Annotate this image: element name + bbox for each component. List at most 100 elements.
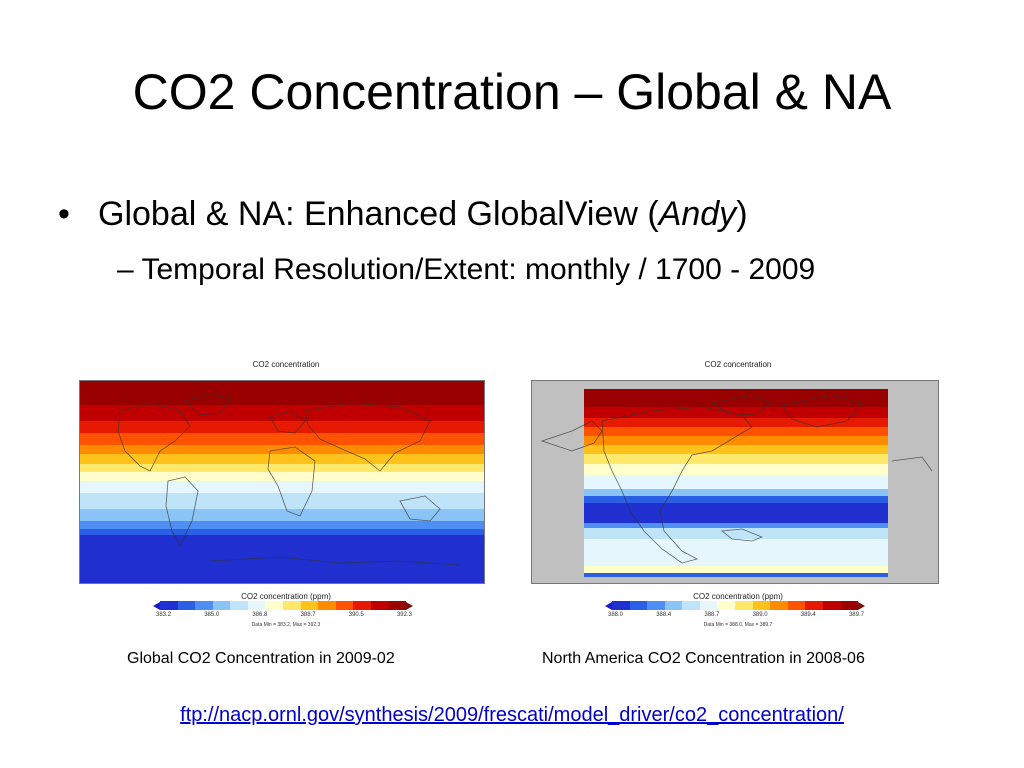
latitude-band (80, 404, 484, 421)
colorbar-swatch (840, 601, 859, 610)
colorbar-swatch (283, 601, 301, 610)
bullet-author: Andy (658, 195, 737, 233)
global-colorbar-ticks: 383.2 385.0 386.8 388.7 390.5 392.3 (156, 612, 412, 618)
colorbar-swatch (160, 601, 178, 610)
colorbar-swatch (370, 601, 389, 610)
latitude-band (584, 426, 888, 436)
colorbar-tick-label: 388.0 (608, 612, 624, 618)
na-colorbar-ticks: 388.0 388.4 388.7 389.0 389.4 389.7 (608, 612, 864, 618)
colorbar-tick-label: 390.5 (348, 612, 364, 618)
na-colorbar-low-arrow (605, 602, 612, 610)
latitude-band (80, 508, 484, 521)
latitude-band (584, 444, 888, 454)
latitude-band (80, 471, 484, 482)
bullet-text: Global & NA: Enhanced GlobalView ( (98, 195, 659, 233)
bullet-item: • Global & NA: Enhanced GlobalView (Andy) (58, 192, 748, 236)
colorbar-tick-label: 385.0 (204, 612, 220, 618)
latitude-band (584, 573, 888, 577)
colorbar-swatch (805, 601, 823, 610)
latitude-band (80, 381, 484, 405)
colorbar-tick-label: 388.4 (656, 612, 672, 618)
latitude-band (584, 453, 888, 465)
latitude-band (584, 528, 888, 540)
colorbar-tick-label: 389.7 (848, 612, 864, 618)
global-map-title: CO2 concentration (252, 360, 320, 369)
colorbar-swatch (247, 601, 266, 610)
na-map-title: CO2 concentration (704, 360, 772, 369)
colorbar-swatch (664, 601, 683, 610)
latitude-band (80, 520, 484, 529)
na-map-caption: North America CO2 Concentration in 2008-… (542, 650, 865, 667)
latitude-band (584, 417, 888, 427)
latitude-band (80, 528, 484, 536)
latitude-band (80, 454, 484, 464)
colorbar-swatch (230, 601, 248, 610)
latitude-band (584, 539, 888, 567)
global-colorbar-low-arrow (153, 602, 160, 610)
na-map-bands (584, 389, 888, 577)
colorbar-tick-label: 389.4 (800, 612, 816, 618)
global-colorbar-title: CO2 concentration (ppm) (241, 592, 331, 601)
colorbar-swatch (699, 601, 718, 610)
colorbar-swatch (717, 601, 736, 610)
na-colorbar-title: CO2 concentration (ppm) (693, 592, 783, 601)
global-map-image (79, 380, 485, 584)
latitude-band (584, 503, 888, 523)
latitude-band (80, 481, 484, 494)
latitude-band (80, 493, 484, 509)
colorbar-tick-label: 383.2 (156, 612, 172, 618)
data-source-link[interactable]: ftp://nacp.ornl.gov/synthesis/2009/fresc… (180, 704, 844, 726)
latitude-band (584, 522, 888, 529)
colorbar-swatch (265, 601, 284, 610)
colorbar-swatch (212, 601, 231, 610)
bullet-text-end: ) (736, 195, 748, 233)
colorbar-swatch (388, 601, 407, 610)
global-colorbar-high-arrow (406, 602, 413, 610)
colorbar-tick-label: 388.7 (300, 612, 316, 618)
na-map-image (531, 380, 939, 584)
latitude-band (80, 535, 484, 583)
colorbar-swatch (335, 601, 354, 610)
colorbar-swatch (647, 601, 665, 610)
colorbar-swatch (770, 601, 788, 610)
colorbar-tick-label: 389.0 (752, 612, 768, 618)
latitude-band (584, 475, 888, 489)
latitude-band (584, 435, 888, 445)
global-data-minmax: Data Min = 383.2, Max = 392.3 (251, 622, 321, 628)
colorbar-tick-label: 388.7 (704, 612, 720, 618)
latitude-band (584, 464, 888, 476)
na-colorbar-high-arrow (858, 602, 865, 610)
colorbar-tick-label: 392.3 (396, 612, 412, 618)
colorbar-swatch (353, 601, 371, 610)
colorbar-swatch (752, 601, 771, 610)
sub-bullet: – Temporal Resolution/Extent: monthly / … (117, 253, 816, 286)
colorbar-swatch (822, 601, 841, 610)
colorbar-swatch (318, 601, 336, 610)
colorbar-swatch (735, 601, 753, 610)
latitude-band (584, 566, 888, 574)
na-coastline-outline (540, 394, 933, 564)
global-map-caption: Global CO2 Concentration in 2009-02 (127, 650, 395, 667)
latitude-band (584, 488, 888, 496)
colorbar-swatch (177, 601, 196, 610)
latitude-band (80, 463, 484, 472)
bullet-marker: • (58, 195, 70, 233)
colorbar-swatch (300, 601, 319, 610)
latitude-band (584, 495, 888, 504)
colorbar-swatch (787, 601, 806, 610)
slide-title: CO2 Concentration – Global & NA (132, 64, 892, 120)
latitude-band (80, 432, 484, 445)
na-map-panel: CO2 concentration CO2 concentration (ppm… (528, 360, 948, 630)
colorbar-swatch (629, 601, 648, 610)
colorbar-swatch (195, 601, 213, 610)
colorbar-tick-label: 386.8 (252, 612, 268, 618)
colorbar-swatch (612, 601, 630, 610)
global-map-panel: CO2 concentration CO2 concentration (ppm… (76, 360, 496, 630)
latitude-band (584, 406, 888, 418)
colorbar-swatch (682, 601, 700, 610)
na-colorbar (612, 601, 859, 610)
world-coastline-outline (117, 392, 461, 566)
latitude-band (80, 420, 484, 433)
na-data-minmax: Data Min = 388.0, Max = 389.7 (703, 622, 773, 628)
global-colorbar (160, 601, 407, 610)
